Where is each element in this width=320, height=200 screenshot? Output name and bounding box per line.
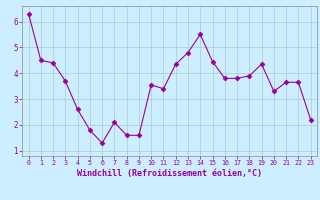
X-axis label: Windchill (Refroidissement éolien,°C): Windchill (Refroidissement éolien,°C) — [77, 169, 262, 178]
